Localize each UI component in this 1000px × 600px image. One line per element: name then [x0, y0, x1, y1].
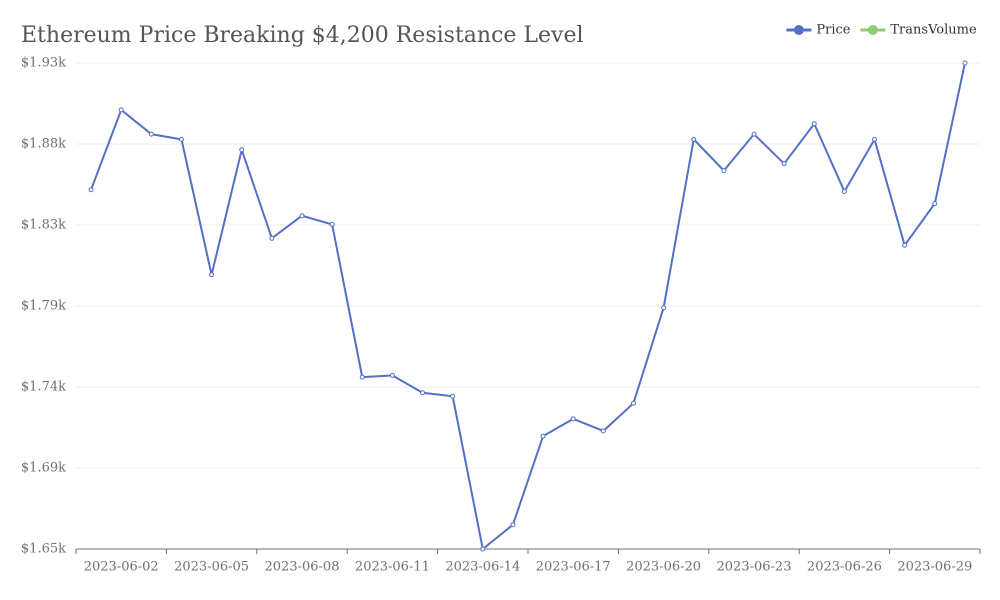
point	[661, 305, 667, 311]
y-tick-label: $1.65k	[21, 542, 66, 557]
x-tick-label: 2023-06-23	[717, 560, 792, 575]
point	[510, 522, 516, 528]
point	[178, 136, 184, 142]
legend-icon	[867, 25, 878, 35]
point	[148, 131, 154, 137]
point	[902, 242, 908, 248]
y-tick-label: $1.93k	[21, 56, 66, 71]
point	[359, 374, 365, 380]
x-tick-label: 2023-06-14	[445, 560, 520, 575]
point	[630, 400, 636, 406]
point	[811, 121, 817, 127]
legend-icon	[793, 25, 804, 35]
point	[389, 372, 395, 378]
x-tick-label: 2023-06-02	[84, 560, 159, 575]
legend-label: Price	[816, 23, 850, 38]
y-tick-label: $1.79k	[21, 299, 66, 314]
x-tick-label: 2023-06-17	[536, 560, 611, 575]
point	[269, 235, 275, 241]
point	[841, 188, 847, 194]
x-tick-label: 2023-06-26	[807, 560, 882, 575]
point	[600, 428, 606, 434]
legend-label: TransVolume	[890, 23, 977, 38]
point	[781, 161, 787, 167]
y-tick-label: $1.83k	[21, 217, 66, 232]
x-tick-label: 2023-06-29	[897, 560, 972, 575]
point	[872, 136, 878, 142]
point	[209, 272, 215, 278]
point	[118, 107, 124, 113]
point	[299, 213, 305, 219]
x-tick-label: 2023-06-11	[355, 560, 430, 575]
point	[932, 201, 938, 207]
y-tick-label: $1.74k	[21, 380, 66, 395]
y-tick-label: $1.69k	[21, 460, 66, 475]
point	[691, 136, 697, 142]
point	[329, 221, 335, 227]
point	[721, 168, 727, 174]
point	[450, 393, 456, 399]
point	[540, 433, 546, 439]
x-tick-label: 2023-06-20	[626, 560, 701, 575]
point	[480, 546, 486, 552]
x-tick-label: 2023-06-08	[265, 560, 340, 575]
y-tick-label: $1.88k	[21, 137, 66, 152]
line	[90, 62, 966, 551]
point	[239, 147, 245, 153]
chart-title: Ethereum Price Breaking $4,200 Resistanc…	[21, 23, 584, 48]
point	[962, 60, 968, 66]
point	[420, 390, 426, 396]
point	[88, 187, 94, 193]
x-tick-label: 2023-06-05	[174, 560, 249, 575]
point	[570, 416, 576, 422]
point	[751, 131, 757, 137]
